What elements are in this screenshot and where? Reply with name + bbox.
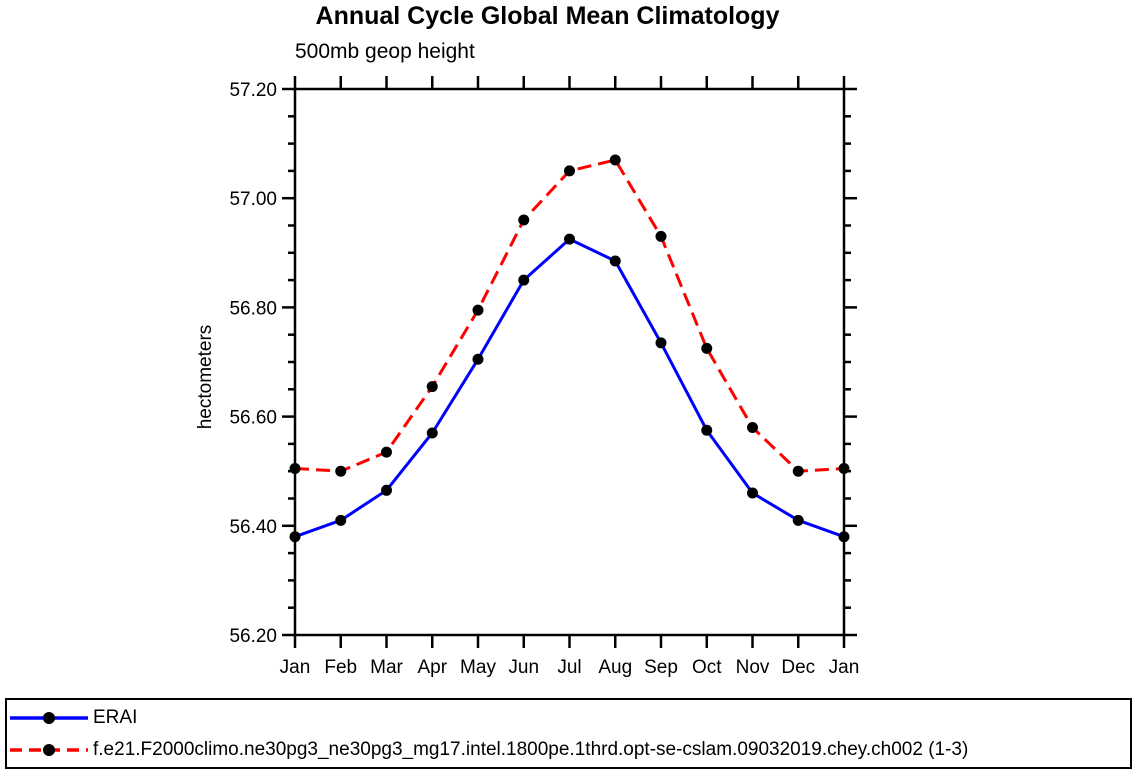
- data-point-marker: [335, 465, 347, 477]
- data-point-marker: [426, 427, 438, 439]
- series-line-1: [294, 158, 845, 473]
- page-title: Annual Cycle Global Mean Climatology: [315, 2, 780, 30]
- data-point-marker: [792, 465, 804, 477]
- x-tick-label: Oct: [692, 657, 722, 678]
- y-tick-label: 56.20: [229, 626, 277, 647]
- data-point-marker: [289, 462, 301, 474]
- x-tick-label: Aug: [598, 657, 632, 678]
- legend-label-model: f.e21.F2000climo.ne30pg3_ne30pg3_mg17.in…: [93, 738, 969, 760]
- legend-label-erai: ERAI: [93, 706, 138, 728]
- data-point-marker: [426, 381, 438, 393]
- legend-sample-model: [10, 743, 88, 756]
- x-tick-label: Sep: [644, 657, 678, 678]
- x-tick-label: Dec: [781, 657, 815, 678]
- data-point-marker: [701, 424, 713, 436]
- data-point-marker: [792, 514, 804, 526]
- data-point-marker: [655, 337, 667, 349]
- data-point-marker: [472, 304, 484, 316]
- data-point-marker: [564, 165, 575, 177]
- data-point-marker: [518, 274, 530, 286]
- y-tick-label: 57.00: [229, 189, 277, 210]
- x-tick-label: Jul: [557, 657, 581, 678]
- x-tick-label: Feb: [324, 657, 357, 678]
- x-tick-label: Jan: [829, 657, 860, 678]
- legend-marker-dot-icon: [43, 711, 55, 724]
- legend-box: ERAI f.e21.F2000climo.ne30pg3_ne30pg3_mg…: [5, 698, 1132, 769]
- legend-item-model: f.e21.F2000climo.ne30pg3_ne30pg3_mg17.in…: [7, 734, 1130, 766]
- chart-canvas: Jan Feb Mar Apr May Jun Jul Aug Sep Oct Nov Dec Jan5…: [229, 76, 860, 678]
- data-point-marker: [747, 422, 758, 434]
- data-point-marker: [381, 484, 392, 496]
- data-point-marker: [564, 233, 575, 245]
- data-point-marker: [472, 353, 484, 365]
- x-tick-label: May: [460, 657, 496, 678]
- legend-marker-dot-icon: [43, 743, 55, 756]
- x-tick-label: Jan: [280, 657, 311, 678]
- y-tick-label: 57.20: [229, 80, 277, 101]
- data-point-marker: [289, 531, 301, 543]
- x-tick-label: Mar: [370, 657, 403, 678]
- legend-item-erai: ERAI: [7, 702, 1130, 734]
- data-point-marker: [838, 531, 850, 543]
- y-tick-label: 56.60: [229, 408, 277, 429]
- x-tick-label: Nov: [736, 657, 770, 678]
- data-point-marker: [609, 154, 621, 166]
- data-point-marker: [335, 514, 347, 526]
- y-tick-label: 56.40: [229, 517, 277, 538]
- legend-sample-erai: [10, 711, 88, 724]
- data-point-marker: [609, 255, 621, 267]
- x-tick-label: Jun: [508, 657, 539, 678]
- data-point-marker: [655, 230, 667, 242]
- data-point-marker: [838, 462, 850, 474]
- data-point-marker: [701, 342, 713, 354]
- chart-subtitle: 500mb geop height: [295, 40, 475, 63]
- data-point-marker: [747, 487, 758, 499]
- series-line-0: [294, 237, 845, 539]
- data-point-marker: [518, 214, 530, 226]
- y-axis-title: hectometers: [195, 324, 216, 430]
- data-point-marker: [381, 446, 392, 458]
- x-tick-label: Apr: [417, 657, 447, 678]
- y-tick-label: 56.80: [229, 298, 277, 319]
